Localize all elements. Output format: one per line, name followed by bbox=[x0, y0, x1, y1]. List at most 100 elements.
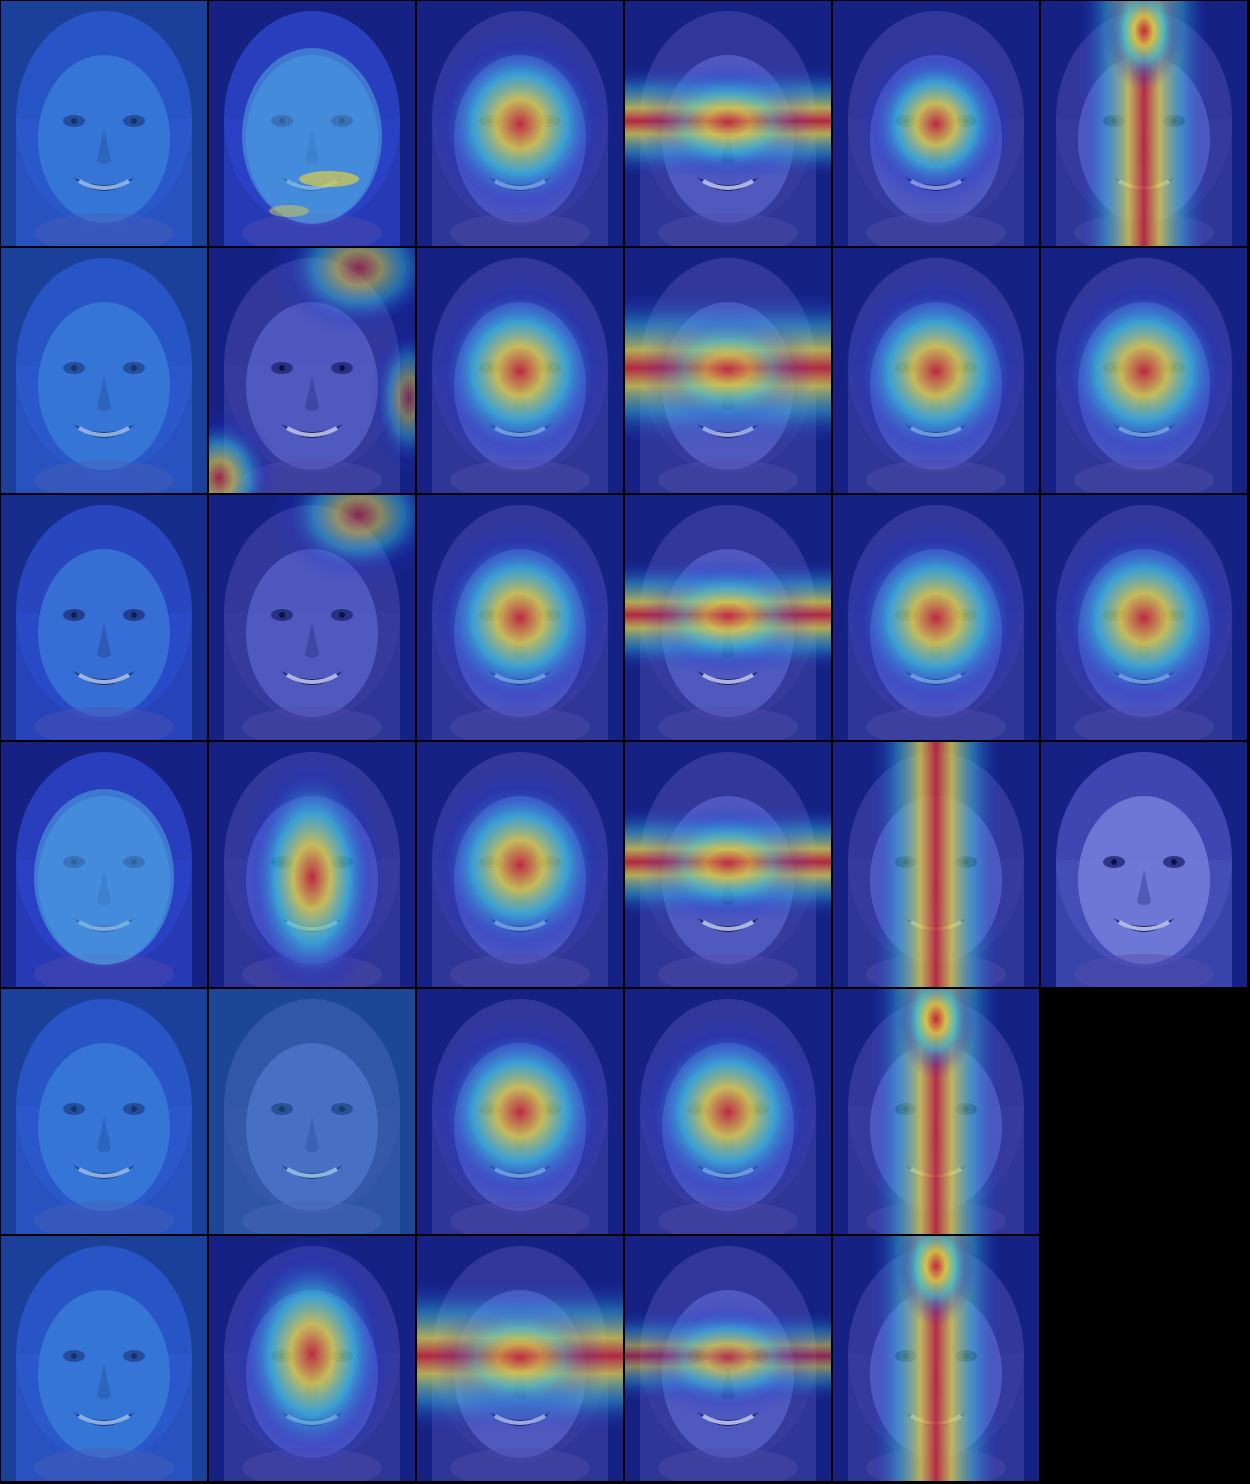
heat-blob bbox=[425, 271, 615, 471]
gradient-wash bbox=[1, 1236, 207, 1481]
face-silhouette bbox=[16, 505, 192, 740]
heatmap-overlay bbox=[209, 989, 415, 1234]
saliency-tile bbox=[209, 1236, 415, 1481]
heatmap-overlay bbox=[1, 1, 207, 246]
heat-blob bbox=[841, 271, 1031, 471]
saliency-tile bbox=[209, 1, 415, 246]
heatmap-overlay bbox=[1, 989, 207, 1234]
heat-blob bbox=[856, 40, 1016, 208]
gradient-wash bbox=[1, 989, 207, 1234]
heatmap-overlay bbox=[625, 989, 831, 1234]
heat-blob bbox=[369, 318, 415, 478]
heat-core bbox=[638, 1298, 818, 1418]
saliency-tile bbox=[625, 1, 831, 246]
gradient-wash bbox=[1, 495, 207, 740]
heatmap-overlay bbox=[625, 1, 831, 246]
gradient-wash bbox=[1, 248, 207, 493]
heat-blob bbox=[425, 1012, 615, 1212]
saliency-tile bbox=[833, 989, 1039, 1234]
heatmap-overlay bbox=[417, 1, 623, 246]
heatmap-overlay bbox=[833, 248, 1039, 493]
heat-band bbox=[871, 742, 1001, 987]
saliency-tile bbox=[1, 989, 207, 1234]
heat-blob bbox=[841, 518, 1031, 718]
heatmap-overlay bbox=[1041, 248, 1247, 493]
heatmap-overlay bbox=[1, 1236, 207, 1481]
saliency-tile bbox=[1, 248, 207, 493]
heat-core bbox=[896, 989, 976, 1079]
saliency-tile bbox=[209, 989, 415, 1234]
heatmap-overlay bbox=[209, 742, 415, 987]
saliency-tile bbox=[209, 742, 415, 987]
heatmap-overlay bbox=[417, 989, 623, 1234]
heatmap-overlay bbox=[833, 495, 1039, 740]
heatmap-overlay bbox=[417, 248, 623, 493]
heat-blob bbox=[425, 518, 615, 718]
heat-blob bbox=[1049, 518, 1239, 718]
saliency-tile bbox=[209, 248, 415, 493]
saliency-tile bbox=[1, 1236, 207, 1481]
heat-core bbox=[638, 557, 818, 677]
heatmap-overlay bbox=[209, 1236, 415, 1481]
heatmap-overlay bbox=[1041, 742, 1247, 987]
saliency-tile bbox=[625, 989, 831, 1234]
heatmap-overlay bbox=[1041, 495, 1247, 740]
saliency-tile bbox=[417, 989, 623, 1234]
face-silhouette bbox=[1056, 752, 1232, 987]
face-silhouette bbox=[16, 999, 192, 1234]
heat-core bbox=[638, 804, 818, 924]
heatmap-overlay bbox=[833, 1236, 1039, 1481]
heat-blob bbox=[269, 205, 309, 217]
heatmap-overlay bbox=[1041, 1, 1247, 246]
saliency-tile bbox=[417, 248, 623, 493]
saliency-tile bbox=[833, 742, 1039, 987]
saliency-tile bbox=[1, 742, 207, 987]
saliency-tile bbox=[1041, 742, 1247, 987]
heat-blob bbox=[425, 24, 615, 224]
heat-blob bbox=[237, 747, 387, 987]
heat-blob bbox=[34, 789, 174, 965]
heat-blob bbox=[1049, 271, 1239, 471]
heatmap-overlay bbox=[417, 742, 623, 987]
saliency-tile bbox=[417, 1236, 623, 1481]
heat-blob bbox=[269, 248, 415, 338]
heatmap-overlay bbox=[1, 742, 207, 987]
heat-blob bbox=[227, 1236, 397, 1474]
saliency-tile bbox=[1041, 495, 1247, 740]
face-silhouette bbox=[16, 1246, 192, 1481]
heat-blob bbox=[633, 1012, 823, 1212]
saliency-tile bbox=[625, 742, 831, 987]
saliency-tile bbox=[833, 1, 1039, 246]
saliency-tile bbox=[1041, 248, 1247, 493]
heatmap-overlay bbox=[1, 495, 207, 740]
heat-blob bbox=[299, 171, 359, 187]
saliency-tile bbox=[625, 1236, 831, 1481]
gradient-wash bbox=[1, 1, 207, 246]
saliency-tile bbox=[417, 742, 623, 987]
saliency-tile bbox=[833, 1236, 1039, 1481]
saliency-tile bbox=[1, 495, 207, 740]
heatmap-overlay bbox=[833, 742, 1039, 987]
saliency-tile bbox=[209, 495, 415, 740]
saliency-tile bbox=[417, 495, 623, 740]
heat-core bbox=[638, 310, 818, 430]
heat-blob bbox=[209, 408, 279, 493]
saliency-tile bbox=[625, 248, 831, 493]
face-silhouette bbox=[16, 258, 192, 493]
heatmap-overlay bbox=[625, 1236, 831, 1481]
heat-wash bbox=[209, 989, 415, 1234]
heatmap-overlay bbox=[1, 248, 207, 493]
heat-blob bbox=[269, 495, 415, 585]
heat-core bbox=[896, 1236, 976, 1326]
empty-tile bbox=[1041, 989, 1247, 1234]
saliency-tile bbox=[1041, 1, 1247, 246]
heatmap-overlay bbox=[417, 495, 623, 740]
heatmap-overlay bbox=[209, 248, 415, 493]
saliency-tile bbox=[625, 495, 831, 740]
heatmap-overlay bbox=[209, 495, 415, 740]
heatmap-overlay bbox=[833, 1, 1039, 246]
heatmap-overlay bbox=[209, 1, 415, 246]
heat-core bbox=[430, 1298, 610, 1418]
heatmap-overlay bbox=[625, 742, 831, 987]
